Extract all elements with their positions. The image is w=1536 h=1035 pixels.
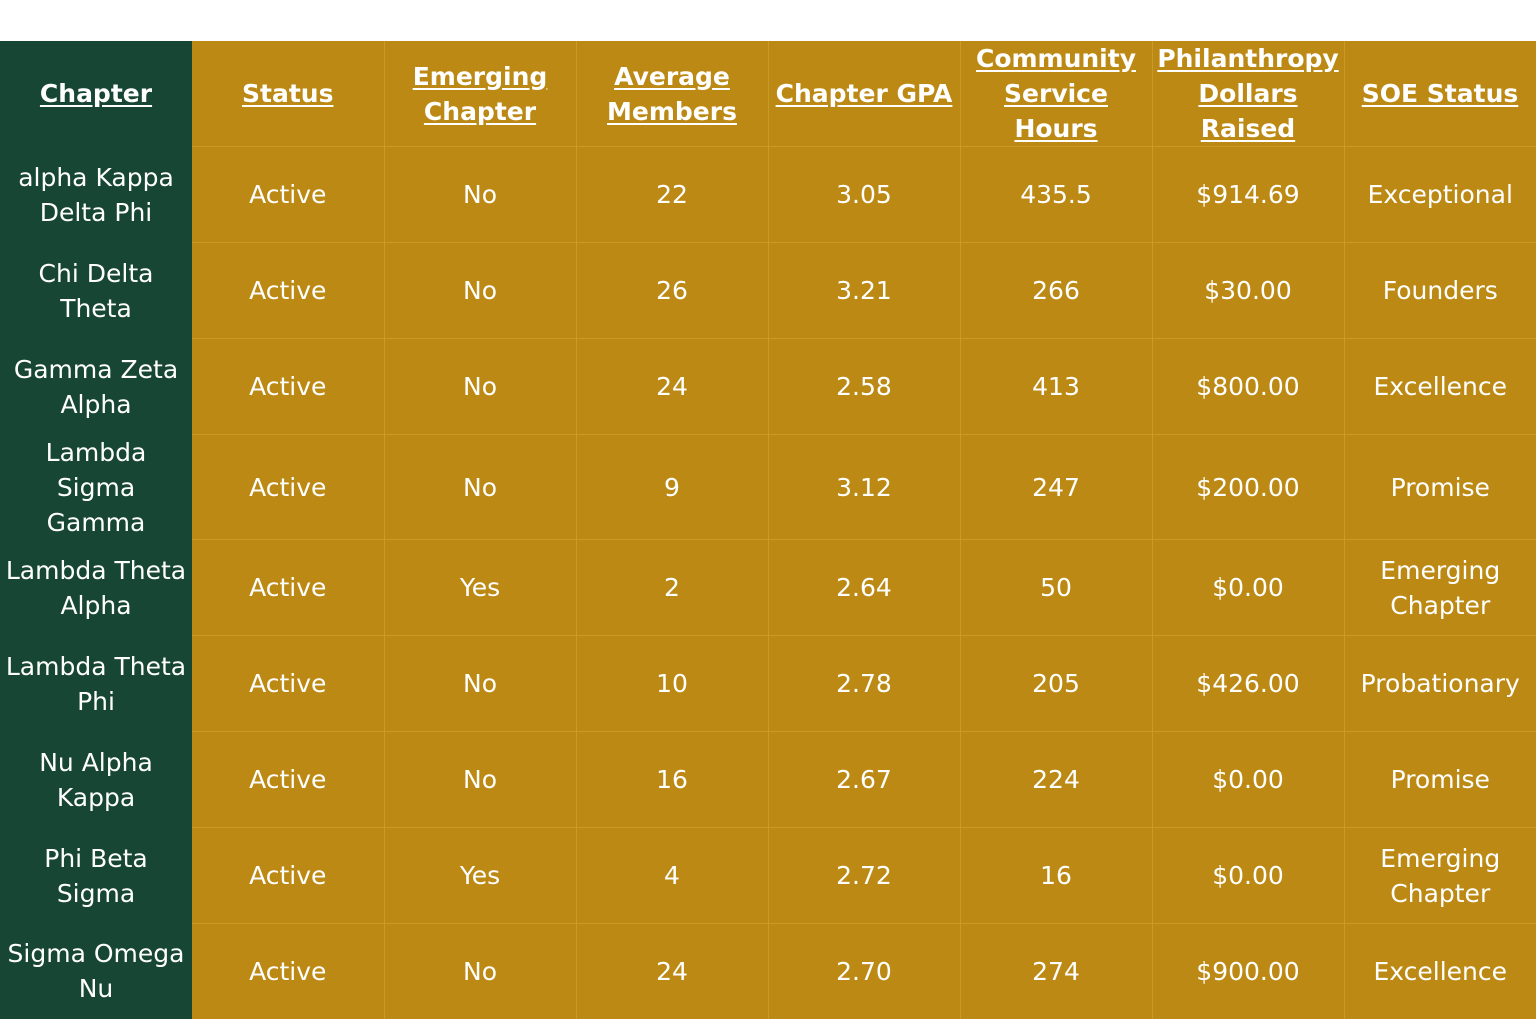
cell-status: Active <box>192 434 385 540</box>
cell-emerging-chapter: Yes <box>384 827 577 924</box>
cell-emerging-chapter: No <box>384 146 577 243</box>
cell-chapter-gpa: 2.67 <box>768 731 961 828</box>
cell-status: Active <box>192 242 385 339</box>
cell-average-members: 22 <box>576 146 769 243</box>
header-average-members: Average Members <box>576 41 769 147</box>
cell-philanthropy-dollars: $0.00 <box>1152 827 1345 924</box>
cell-chapter: Chi Delta Theta <box>0 242 192 339</box>
cell-chapter-gpa: 3.05 <box>768 146 961 243</box>
cell-chapter: Sigma Omega Nu <box>0 923 192 1019</box>
cell-chapter: Gamma Zeta Alpha <box>0 338 192 435</box>
cell-soe-status: Founders <box>1344 242 1536 339</box>
cell-emerging-chapter: No <box>384 635 577 732</box>
cell-soe-status: Probationary <box>1344 635 1536 732</box>
cell-chapter-gpa: 2.78 <box>768 635 961 732</box>
header-philanthropy-dollars: Philanthropy Dollars Raised <box>1152 41 1345 147</box>
chapter-stats-table-container: Chapter Status Emerging Chapter Average … <box>0 41 1536 1019</box>
cell-service-hours: 205 <box>960 635 1153 732</box>
header-emerging-chapter: Emerging Chapter <box>384 41 577 147</box>
cell-soe-status: Emerging Chapter <box>1344 539 1536 636</box>
cell-philanthropy-dollars: $914.69 <box>1152 146 1345 243</box>
table-row: Sigma Omega Nu Active No 24 2.70 274 $90… <box>0 923 1536 1019</box>
cell-service-hours: 413 <box>960 338 1153 435</box>
table-row: alpha Kappa Delta Phi Active No 22 3.05 … <box>0 146 1536 243</box>
cell-average-members: 24 <box>576 923 769 1019</box>
table-row: Lambda Theta Phi Active No 10 2.78 205 $… <box>0 635 1536 732</box>
cell-average-members: 9 <box>576 434 769 540</box>
cell-philanthropy-dollars: $30.00 <box>1152 242 1345 339</box>
cell-status: Active <box>192 923 385 1019</box>
header-chapter: Chapter <box>0 41 192 147</box>
cell-service-hours: 274 <box>960 923 1153 1019</box>
cell-emerging-chapter: No <box>384 434 577 540</box>
table-row: Lambda Theta Alpha Active Yes 2 2.64 50 … <box>0 539 1536 636</box>
cell-chapter: Lambda Sigma Gamma <box>0 434 192 540</box>
cell-soe-status: Exceptional <box>1344 146 1536 243</box>
cell-average-members: 16 <box>576 731 769 828</box>
cell-status: Active <box>192 338 385 435</box>
cell-chapter-gpa: 3.12 <box>768 434 961 540</box>
cell-emerging-chapter: No <box>384 731 577 828</box>
table-header: Chapter Status Emerging Chapter Average … <box>0 41 1536 147</box>
table-row: Gamma Zeta Alpha Active No 24 2.58 413 $… <box>0 338 1536 435</box>
cell-average-members: 4 <box>576 827 769 924</box>
cell-service-hours: 247 <box>960 434 1153 540</box>
header-community-service-hours: Community Service Hours <box>960 41 1153 147</box>
cell-soe-status: Promise <box>1344 434 1536 540</box>
cell-soe-status: Excellence <box>1344 923 1536 1019</box>
cell-service-hours: 266 <box>960 242 1153 339</box>
cell-average-members: 24 <box>576 338 769 435</box>
cell-average-members: 10 <box>576 635 769 732</box>
cell-chapter-gpa: 2.58 <box>768 338 961 435</box>
header-soe-status: SOE Status <box>1344 41 1536 147</box>
cell-status: Active <box>192 539 385 636</box>
cell-service-hours: 435.5 <box>960 146 1153 243</box>
cell-soe-status: Promise <box>1344 731 1536 828</box>
cell-emerging-chapter: No <box>384 338 577 435</box>
chapter-stats-table: Chapter Status Emerging Chapter Average … <box>0 41 1536 1019</box>
header-row: Chapter Status Emerging Chapter Average … <box>0 41 1536 147</box>
cell-philanthropy-dollars: $200.00 <box>1152 434 1345 540</box>
cell-service-hours: 224 <box>960 731 1153 828</box>
cell-philanthropy-dollars: $800.00 <box>1152 338 1345 435</box>
cell-chapter: Lambda Theta Phi <box>0 635 192 732</box>
cell-philanthropy-dollars: $0.00 <box>1152 539 1345 636</box>
cell-chapter-gpa: 2.72 <box>768 827 961 924</box>
cell-chapter: Lambda Theta Alpha <box>0 539 192 636</box>
table-row: Lambda Sigma Gamma Active No 9 3.12 247 … <box>0 434 1536 540</box>
cell-service-hours: 50 <box>960 539 1153 636</box>
cell-average-members: 26 <box>576 242 769 339</box>
cell-status: Active <box>192 827 385 924</box>
cell-emerging-chapter: No <box>384 242 577 339</box>
table-body: alpha Kappa Delta Phi Active No 22 3.05 … <box>0 146 1536 1019</box>
cell-emerging-chapter: Yes <box>384 539 577 636</box>
cell-soe-status: Emerging Chapter <box>1344 827 1536 924</box>
cell-service-hours: 16 <box>960 827 1153 924</box>
header-chapter-gpa: Chapter GPA <box>768 41 961 147</box>
cell-chapter: Nu Alpha Kappa <box>0 731 192 828</box>
cell-chapter-gpa: 2.64 <box>768 539 961 636</box>
cell-chapter: Phi Beta Sigma <box>0 827 192 924</box>
cell-status: Active <box>192 635 385 732</box>
table-row: Nu Alpha Kappa Active No 16 2.67 224 $0.… <box>0 731 1536 828</box>
cell-philanthropy-dollars: $0.00 <box>1152 731 1345 828</box>
cell-philanthropy-dollars: $426.00 <box>1152 635 1345 732</box>
table-row: Chi Delta Theta Active No 26 3.21 266 $3… <box>0 242 1536 339</box>
cell-status: Active <box>192 731 385 828</box>
cell-status: Active <box>192 146 385 243</box>
table-row: Phi Beta Sigma Active Yes 4 2.72 16 $0.0… <box>0 827 1536 924</box>
cell-emerging-chapter: No <box>384 923 577 1019</box>
cell-chapter-gpa: 3.21 <box>768 242 961 339</box>
cell-average-members: 2 <box>576 539 769 636</box>
cell-soe-status: Excellence <box>1344 338 1536 435</box>
header-status: Status <box>192 41 385 147</box>
cell-philanthropy-dollars: $900.00 <box>1152 923 1345 1019</box>
cell-chapter-gpa: 2.70 <box>768 923 961 1019</box>
cell-chapter: alpha Kappa Delta Phi <box>0 146 192 243</box>
